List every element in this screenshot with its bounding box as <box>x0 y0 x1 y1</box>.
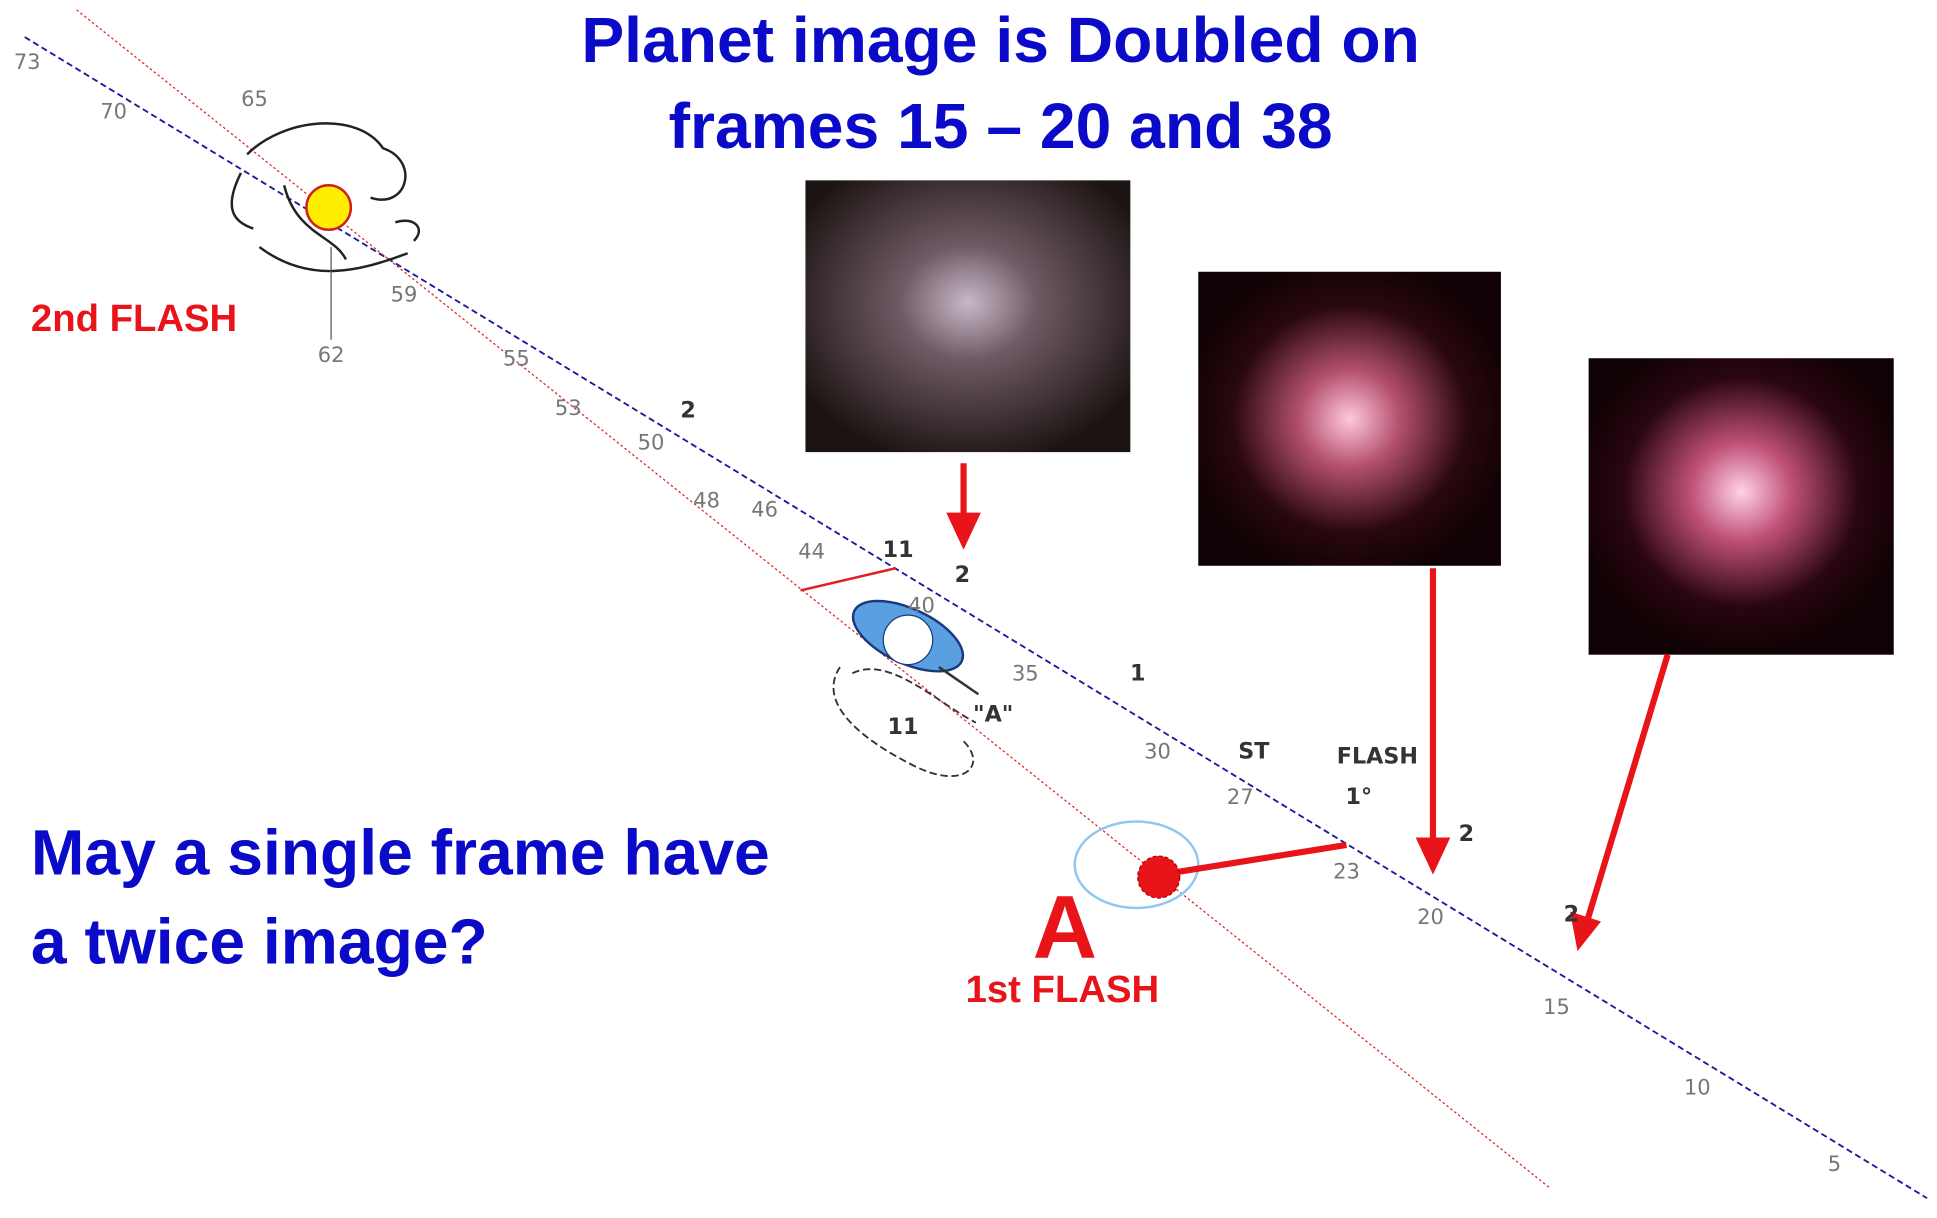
first-flash-label: 1st FLASH <box>966 968 1160 1011</box>
frame-number: 35 <box>1012 662 1039 686</box>
offset-line <box>76 9 1551 1189</box>
sketch-notes: 2 11 2 1 "A" 11 ST FLASH 1° 2 2 <box>680 398 1579 928</box>
frame-number: 46 <box>751 497 778 521</box>
second-flash-point <box>305 184 353 231</box>
photo-frame <box>805 180 1131 453</box>
sketch-note: 2 <box>680 398 695 424</box>
sketch-note: 11 <box>883 537 914 563</box>
frame-number: 73 <box>14 50 41 74</box>
frame-number: 50 <box>638 431 665 455</box>
title: frames 15 – 20 and 38 <box>669 90 1333 162</box>
frame-number: 20 <box>1417 905 1444 929</box>
frame-number: 5 <box>1828 1152 1841 1176</box>
question: a twice image? <box>31 906 488 978</box>
sketch-cloud <box>832 666 977 777</box>
frame-number: 62 <box>318 343 345 367</box>
sketch-note: 11 <box>888 714 919 740</box>
frame-number: 48 <box>693 489 720 513</box>
sketch-note: 2 <box>1564 902 1579 928</box>
frame-number: 27 <box>1227 785 1254 809</box>
sketch-note: ST <box>1238 738 1270 764</box>
sketch-glow <box>1073 820 1200 910</box>
sketch-note: "A" <box>973 701 1013 727</box>
frame-numbers: 73 70 65 62 59 55 53 50 48 46 44 40 35 30 27 23 20 15 10 5 <box>14 50 1841 1176</box>
frame-number: 15 <box>1543 995 1570 1019</box>
sketch-note: 1° <box>1346 784 1373 810</box>
arrows <box>946 463 1671 952</box>
sketch-note: 2 <box>955 562 970 588</box>
frame-number: 59 <box>391 282 418 306</box>
offset-marker <box>800 567 896 592</box>
frame-number: 65 <box>241 87 268 111</box>
frame-number: 40 <box>908 594 935 618</box>
question: May a single frame have <box>31 817 770 889</box>
sketch-note: 2 <box>1459 821 1474 847</box>
trajectory-line <box>24 36 1928 1200</box>
sketch-note: FLASH <box>1337 743 1418 769</box>
frame-number: 55 <box>503 347 530 371</box>
point-label: A <box>1033 876 1097 976</box>
frame-number: 23 <box>1333 859 1360 883</box>
frame-number: 44 <box>798 539 825 563</box>
second-flash-label: 2nd FLASH <box>31 297 237 340</box>
photo-frame <box>1198 271 1501 566</box>
frame-number: 10 <box>1684 1075 1711 1099</box>
sketch-cloud <box>230 122 421 273</box>
title: Planet image is Doubled on <box>581 4 1420 76</box>
photo-frame <box>1588 358 1894 655</box>
pointer <box>938 666 980 696</box>
frame-number: 70 <box>100 100 127 124</box>
sketch-planet-core <box>882 614 934 666</box>
frame-number: 30 <box>1144 739 1171 763</box>
first-flash-point <box>1137 855 1181 899</box>
sketch-note: 1 <box>1130 661 1145 687</box>
frame-number: 53 <box>555 396 582 420</box>
